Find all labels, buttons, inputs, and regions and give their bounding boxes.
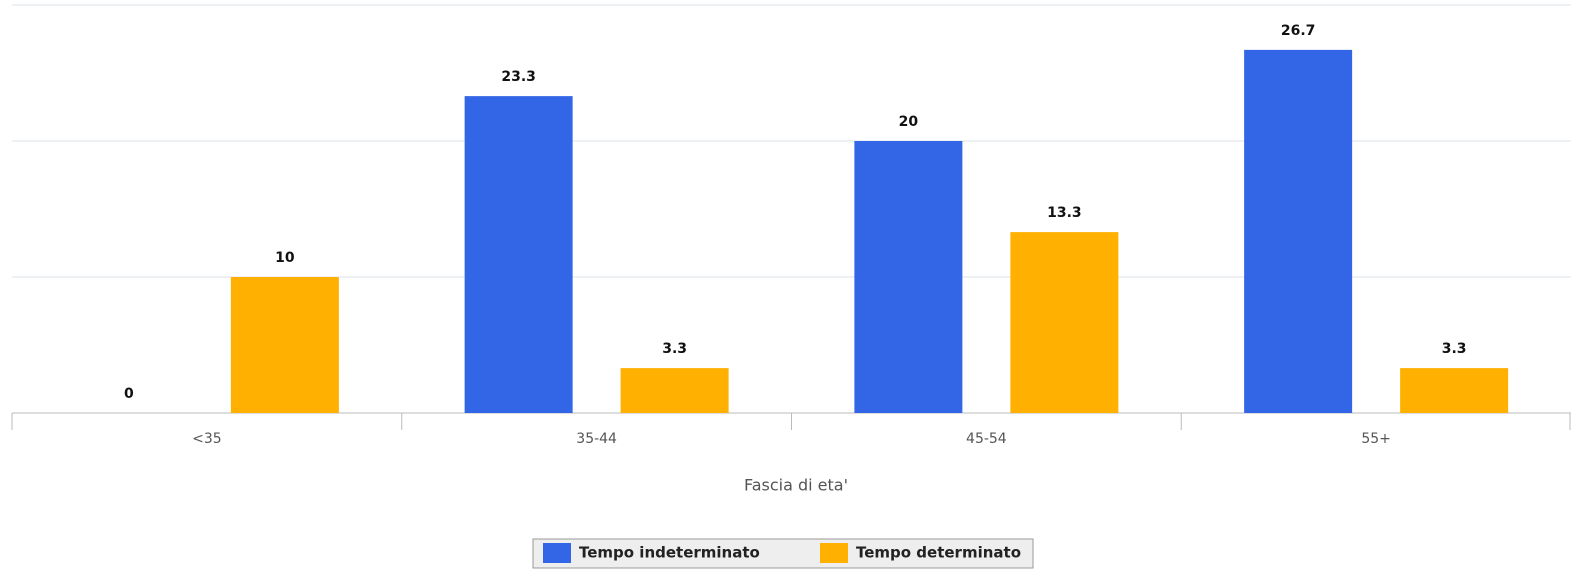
legend-label: Tempo indeterminato (579, 544, 760, 562)
data-label: 13.3 (1047, 205, 1082, 221)
data-label: 26.7 (1281, 23, 1316, 39)
data-label: 3.3 (1442, 341, 1467, 357)
data-label: 20 (899, 114, 919, 130)
x-tick-label: <35 (192, 431, 222, 447)
data-label: 23.3 (501, 69, 536, 85)
legend-swatch (820, 543, 848, 563)
bar (230, 277, 339, 413)
data-label: 10 (275, 250, 295, 266)
legend-swatch (543, 543, 571, 563)
x-tick-label: 55+ (1361, 431, 1391, 447)
bar (854, 141, 963, 413)
bar (1400, 368, 1509, 413)
bar (464, 96, 573, 414)
bar (1010, 232, 1119, 413)
x-tick-label: 35-44 (576, 431, 617, 447)
legend-label: Tempo determinato (856, 544, 1021, 562)
x-axis-title: Fascia di eta' (744, 476, 848, 495)
data-label: 3.3 (662, 341, 687, 357)
bar (1244, 49, 1353, 413)
bar (620, 368, 729, 413)
x-tick-label: 45-54 (966, 431, 1007, 447)
legend-box (532, 538, 1034, 569)
data-label: 0 (124, 386, 134, 402)
